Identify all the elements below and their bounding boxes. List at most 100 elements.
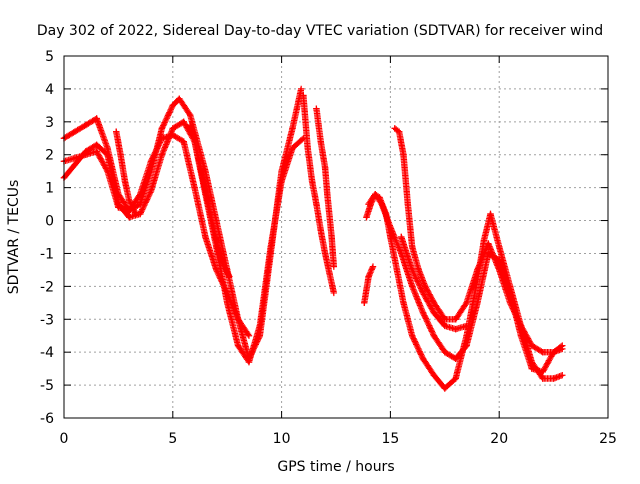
series-segment bbox=[117, 151, 128, 183]
data-point bbox=[326, 270, 333, 277]
data-point bbox=[300, 92, 307, 99]
data-point bbox=[191, 135, 198, 142]
data-point bbox=[245, 332, 253, 339]
data-point bbox=[452, 325, 459, 333]
data-point bbox=[487, 210, 494, 218]
y-tick-label: -6 bbox=[40, 411, 54, 427]
y-axis-label: SDTVAR / TECUs bbox=[6, 180, 22, 295]
y-tick-label: -4 bbox=[40, 345, 54, 361]
data-point bbox=[391, 125, 398, 132]
y-tick-label: 1 bbox=[45, 181, 54, 197]
data-point bbox=[365, 200, 372, 208]
data-point bbox=[408, 266, 416, 274]
series-segment bbox=[317, 138, 329, 170]
data-point bbox=[187, 121, 194, 129]
y-tick-label: 2 bbox=[45, 148, 54, 164]
x-tick-label: 0 bbox=[60, 431, 69, 447]
data-point bbox=[371, 191, 379, 198]
data-point bbox=[113, 128, 120, 135]
data-point bbox=[559, 342, 566, 349]
x-tick-label: 5 bbox=[168, 431, 177, 447]
y-tick-label: -2 bbox=[40, 279, 54, 295]
series-segment bbox=[400, 299, 415, 338]
data-point bbox=[452, 316, 459, 323]
y-tick-label: -5 bbox=[40, 378, 54, 394]
data-point bbox=[430, 309, 438, 316]
data-point bbox=[395, 128, 403, 135]
data-point bbox=[404, 200, 412, 208]
series-track-12 bbox=[398, 233, 470, 333]
data-point bbox=[169, 125, 176, 132]
data-point bbox=[441, 316, 448, 323]
data-point bbox=[480, 237, 488, 244]
series-segment bbox=[321, 164, 331, 196]
data-point bbox=[117, 151, 124, 158]
data-point bbox=[441, 322, 448, 330]
data-point bbox=[213, 266, 220, 274]
data-point bbox=[550, 375, 557, 382]
data-point bbox=[441, 385, 448, 392]
y-tick-label: 5 bbox=[45, 49, 54, 65]
data-point bbox=[132, 210, 140, 218]
data-point bbox=[180, 118, 187, 126]
data-point bbox=[422, 283, 429, 290]
data-point bbox=[408, 332, 416, 339]
data-point bbox=[408, 243, 416, 251]
data-point bbox=[234, 342, 242, 349]
data-point bbox=[104, 151, 111, 158]
data-point bbox=[217, 256, 224, 264]
data-point bbox=[191, 184, 198, 191]
data-point bbox=[415, 266, 422, 274]
data-point bbox=[93, 115, 100, 122]
series-track-8 bbox=[363, 191, 566, 392]
data-point bbox=[550, 348, 557, 356]
data-point bbox=[202, 233, 209, 241]
y-tick-label: -1 bbox=[40, 246, 54, 262]
label-layer: 0 5 10 15 20 25 -6 -5 -4 -3 -2 -1 0 1 2 3 4 5 bbox=[40, 49, 617, 447]
data-point bbox=[317, 138, 324, 145]
data-point bbox=[430, 372, 438, 379]
data-point bbox=[387, 223, 394, 231]
data-point bbox=[226, 273, 233, 280]
data-point bbox=[408, 283, 416, 290]
x-tick-label: 20 bbox=[490, 431, 508, 447]
data-point bbox=[517, 332, 525, 339]
y-tick-label: 3 bbox=[45, 115, 54, 131]
data-point bbox=[463, 322, 470, 330]
data-point bbox=[136, 191, 144, 198]
series-segment bbox=[324, 191, 335, 239]
series-track-7 bbox=[313, 105, 338, 270]
data-point bbox=[559, 372, 566, 379]
series-segment bbox=[361, 274, 372, 306]
data-point bbox=[528, 365, 536, 372]
data-point bbox=[398, 233, 405, 241]
data-point bbox=[82, 121, 89, 129]
data-point bbox=[304, 144, 311, 152]
x-tick-label: 25 bbox=[599, 431, 617, 447]
data-point bbox=[496, 266, 503, 274]
data-point bbox=[452, 375, 459, 382]
data-point bbox=[378, 200, 385, 208]
data-point bbox=[267, 243, 274, 251]
data-point bbox=[474, 299, 481, 307]
series-segment bbox=[395, 128, 407, 157]
data-point bbox=[200, 177, 207, 185]
data-point bbox=[539, 375, 546, 382]
chart-title: Day 302 of 2022, Sidereal Day-to-day VTE… bbox=[37, 23, 603, 39]
x-tick-label: 10 bbox=[273, 431, 291, 447]
data-point bbox=[539, 348, 546, 356]
data-point bbox=[121, 177, 129, 185]
data-point bbox=[126, 197, 133, 204]
series-segment bbox=[404, 200, 416, 249]
series-track-4 bbox=[113, 128, 140, 218]
series-track-6 bbox=[300, 92, 338, 297]
x-axis-label: GPS time / hours bbox=[277, 459, 394, 475]
data-point bbox=[297, 85, 305, 93]
series-track-11 bbox=[361, 263, 377, 307]
data-point bbox=[71, 161, 79, 168]
data-point bbox=[539, 368, 546, 376]
data-point bbox=[315, 121, 322, 129]
x-tick-label: 15 bbox=[381, 431, 399, 447]
